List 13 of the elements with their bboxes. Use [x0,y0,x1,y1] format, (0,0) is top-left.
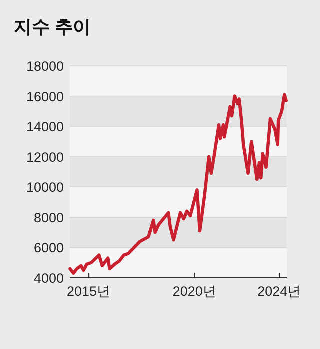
y-tick-label: 12000 [26,150,64,165]
y-tick-label: 4000 [34,271,64,286]
chart-title: 지수 추이 [14,17,92,37]
x-tick-label: 2015년 [67,284,112,299]
x-tick-label: 2020년 [172,284,217,299]
y-tick-label: 16000 [26,89,64,104]
y-tick-label: 14000 [26,120,64,135]
line-series [68,93,288,276]
y-tick-label: 6000 [34,240,64,256]
y-tick-label: 8000 [34,210,64,226]
y-tick-label: 10000 [26,180,64,196]
x-tick-label: 2024년 [258,284,302,299]
y-tick-label: 18000 [26,59,64,74]
